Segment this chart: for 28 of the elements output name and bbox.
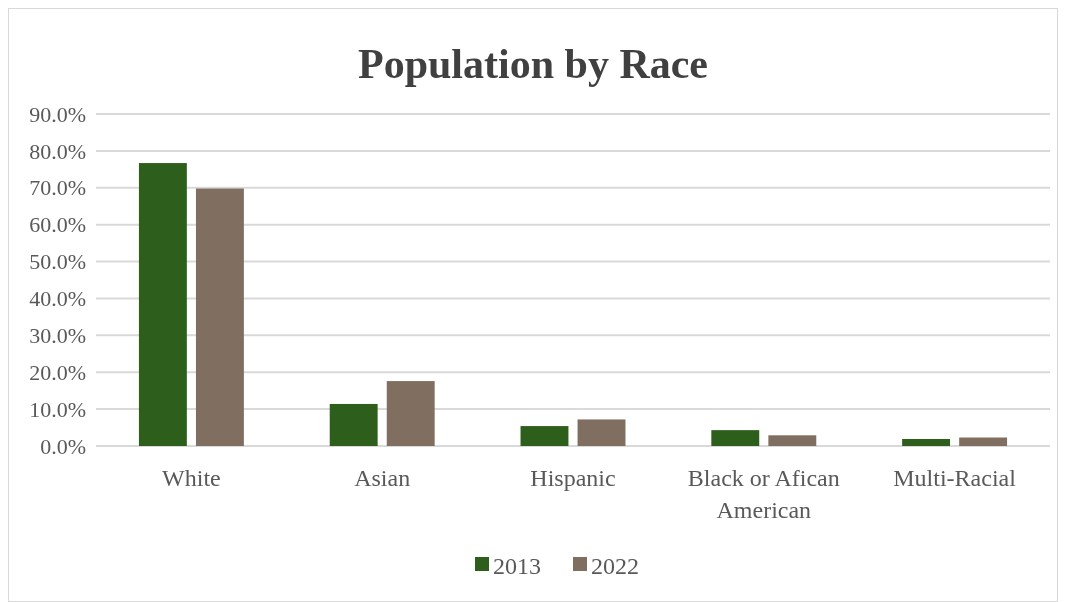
bar (520, 426, 569, 446)
y-tick-label: 10.0% (29, 396, 86, 422)
y-tick-label: 80.0% (29, 138, 86, 164)
chart-title: Population by Race (357, 41, 709, 87)
bar (902, 438, 951, 446)
y-tick-label: 60.0% (29, 212, 86, 238)
bar (329, 403, 378, 446)
bar (711, 430, 760, 446)
x-tick-label: Multi-Racial (893, 465, 1017, 491)
legend-label: 2013 (493, 553, 541, 580)
y-tick-label: 50.0% (29, 249, 86, 275)
bar (386, 381, 435, 446)
y-tick-label: 0.0% (40, 433, 86, 459)
legend-label: 2022 (591, 553, 639, 580)
bar (768, 435, 817, 446)
bar (577, 419, 626, 446)
y-tick-label: 90.0% (29, 101, 86, 127)
y-tick-label: 70.0% (29, 175, 86, 201)
x-tick-label: Asian (354, 465, 411, 491)
x-tick-label: White (162, 465, 221, 491)
bar (959, 437, 1008, 446)
bar (138, 163, 187, 446)
y-tick-label: 40.0% (29, 286, 86, 312)
bar (195, 188, 244, 446)
x-tick-label: Hispanic (530, 465, 616, 491)
y-tick-label: 30.0% (29, 323, 86, 349)
y-tick-label: 20.0% (29, 359, 86, 385)
x-tick-label: Black or Afican American (687, 465, 840, 523)
